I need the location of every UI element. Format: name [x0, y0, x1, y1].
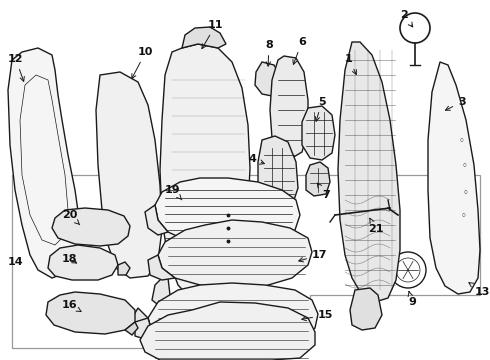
Polygon shape	[160, 44, 250, 305]
Polygon shape	[132, 308, 152, 332]
Text: ○: ○	[460, 138, 464, 142]
Polygon shape	[145, 205, 168, 235]
Polygon shape	[148, 255, 175, 280]
Text: ○: ○	[464, 190, 468, 194]
Text: ○: ○	[462, 213, 466, 217]
Polygon shape	[338, 42, 400, 302]
Text: 6: 6	[293, 37, 306, 64]
Text: 21: 21	[368, 218, 384, 234]
Text: ○: ○	[463, 163, 467, 167]
Text: 3: 3	[445, 97, 466, 110]
Polygon shape	[96, 72, 162, 278]
Text: 2: 2	[400, 10, 413, 27]
Text: 11: 11	[202, 20, 223, 49]
Text: 17: 17	[299, 250, 327, 262]
Polygon shape	[302, 106, 335, 160]
Polygon shape	[135, 318, 165, 342]
Polygon shape	[48, 245, 118, 280]
Polygon shape	[350, 288, 382, 330]
Polygon shape	[148, 283, 318, 350]
Polygon shape	[152, 275, 170, 308]
Polygon shape	[46, 292, 135, 334]
Text: 20: 20	[62, 210, 80, 225]
Text: 8: 8	[265, 40, 273, 66]
Text: 15: 15	[302, 310, 333, 321]
Text: 1: 1	[345, 54, 356, 75]
Polygon shape	[234, 278, 252, 310]
Polygon shape	[158, 220, 312, 288]
Polygon shape	[125, 322, 138, 335]
Text: 4: 4	[248, 154, 265, 164]
Text: 7: 7	[317, 183, 330, 200]
Text: 9: 9	[408, 291, 416, 307]
Polygon shape	[8, 48, 80, 278]
Text: 13: 13	[469, 283, 490, 297]
Text: 12: 12	[8, 54, 24, 81]
Polygon shape	[258, 136, 298, 210]
Polygon shape	[428, 62, 480, 294]
Text: 16: 16	[62, 300, 81, 311]
Polygon shape	[52, 208, 130, 246]
Text: 10: 10	[132, 47, 153, 78]
Text: 5: 5	[315, 97, 326, 121]
Polygon shape	[140, 302, 315, 360]
Polygon shape	[118, 262, 130, 275]
Polygon shape	[155, 178, 300, 248]
Polygon shape	[255, 62, 280, 96]
Polygon shape	[270, 56, 308, 158]
Text: 18: 18	[62, 254, 77, 264]
Polygon shape	[306, 162, 330, 196]
Polygon shape	[182, 27, 226, 48]
Text: 14: 14	[8, 257, 24, 267]
Text: 19: 19	[165, 185, 182, 200]
